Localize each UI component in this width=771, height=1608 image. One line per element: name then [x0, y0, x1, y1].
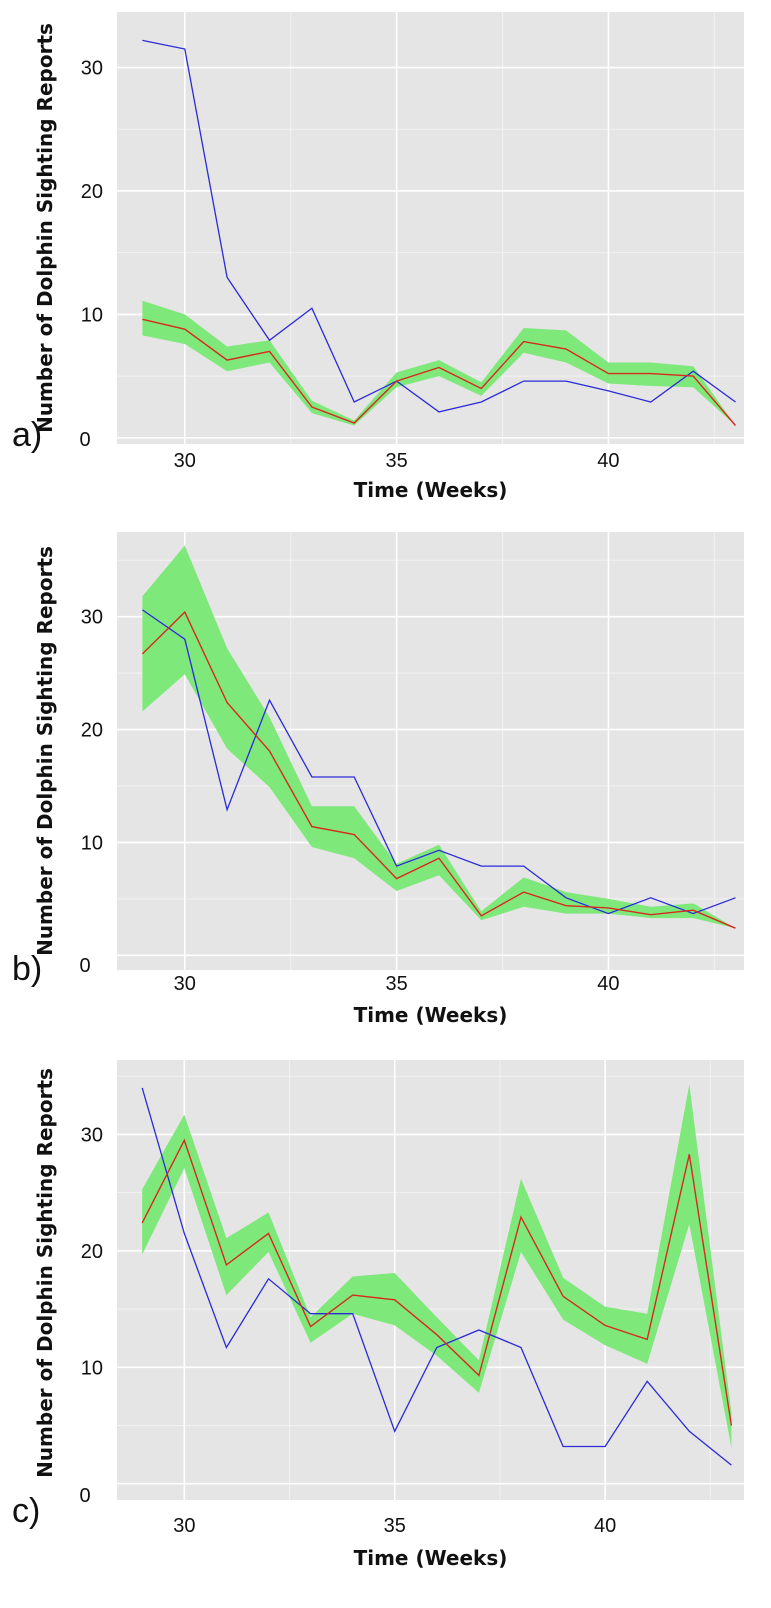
y-tick-label: 0 — [79, 429, 90, 451]
x-tick-label: 35 — [385, 973, 407, 995]
line-chart-a: 30 35 40 0 10 20 30 Time (Weeks) Number of Dolph… — [12, 12, 744, 502]
line-chart-b: 30 35 40 0 10 20 30 Time (Weeks) Number of Dolph… — [12, 532, 744, 1027]
y-tick-label: 30 — [81, 607, 103, 629]
x-tick-label: 30 — [173, 1515, 195, 1537]
y-tick-label: 0 — [79, 1485, 90, 1507]
chart-panel-b: 30 35 40 0 10 20 30 Time (Weeks) Number of Dolph… — [0, 520, 771, 1060]
y-tick-label: 0 — [79, 955, 90, 977]
y-axis-title: Number of Dolphin Sighting Reports — [33, 23, 57, 433]
y-tick-label: 10 — [81, 304, 103, 326]
y-tick-label: 20 — [81, 1241, 103, 1263]
confidence-band — [142, 300, 736, 426]
plot-background — [117, 532, 744, 970]
x-tick-label: 30 — [174, 450, 196, 472]
y-tick-label: 20 — [81, 720, 103, 742]
y-tick-label: 30 — [81, 58, 103, 80]
y-axis-title: Number of Dolphin Sighting Reports — [33, 546, 57, 956]
x-axis-title: Time (Weeks) — [354, 1546, 508, 1570]
line-chart-c: 30 35 40 0 10 20 30 Time (Weeks) Number of Dolph… — [12, 1060, 744, 1570]
x-tick-label: 30 — [174, 973, 196, 995]
y-tick-label: 30 — [81, 1124, 103, 1146]
y-tick-label: 20 — [81, 181, 103, 203]
x-axis-title: Time (Weeks) — [354, 1003, 508, 1027]
y-tick-label: 10 — [81, 1357, 103, 1379]
predicted-series-line — [141, 1138, 733, 1426]
x-tick-label: 35 — [385, 450, 407, 472]
panel-letter: b) — [12, 950, 42, 988]
x-tick-label: 40 — [597, 973, 619, 995]
y-axis-title: Number of Dolphin Sighting Reports — [33, 1068, 57, 1478]
x-tick-label: 35 — [384, 1515, 406, 1537]
observed-series-line — [142, 609, 736, 915]
chart-panel-a: 30 35 40 0 10 20 30 Time (Weeks) Number of Dolph… — [0, 0, 771, 520]
confidence-band — [142, 545, 736, 929]
y-tick-label: 10 — [81, 832, 103, 854]
observed-series-line — [141, 1087, 732, 1466]
predicted-series-line — [142, 318, 737, 426]
predicted-series-line — [141, 610, 736, 929]
chart-panel-c: 30 35 40 0 10 20 30 Time (Weeks) Number of Dolph… — [0, 1060, 771, 1608]
x-axis-title: Time (Weeks) — [354, 478, 508, 502]
x-tick-label: 40 — [597, 450, 619, 472]
observed-series-line — [142, 39, 736, 413]
panel-letter: a) — [12, 416, 42, 454]
plot-background — [117, 1060, 744, 1500]
panel-letter: c) — [12, 1492, 40, 1530]
x-tick-label: 40 — [594, 1515, 616, 1537]
